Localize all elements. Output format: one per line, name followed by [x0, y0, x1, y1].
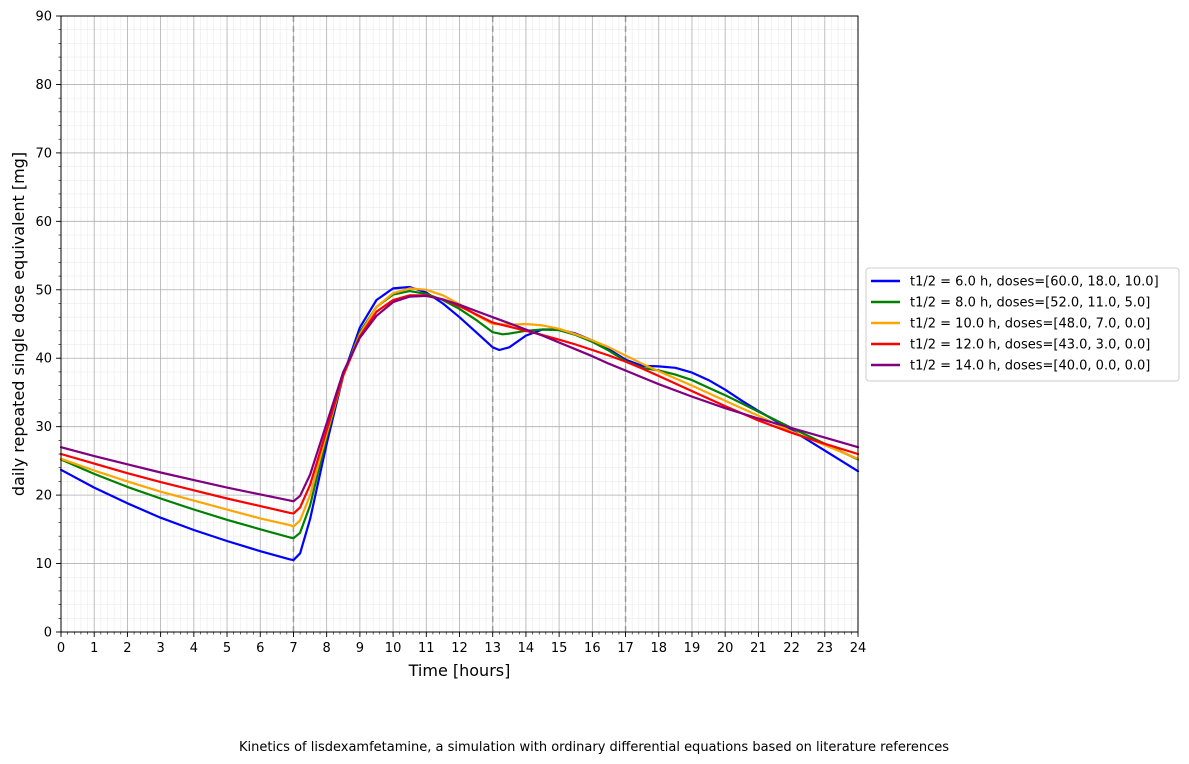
x-tick-label: 0 — [57, 641, 65, 656]
legend-entry: t1/2 = 8.0 h, doses=[52.0, 11.0, 5.0] — [910, 296, 1150, 311]
x-tick-label: 1 — [90, 641, 98, 656]
x-tick-label: 24 — [850, 641, 867, 656]
x-tick-label: 16 — [584, 641, 601, 656]
x-tick-label: 11 — [418, 641, 435, 656]
series-line — [59, 287, 860, 528]
legend-entry: t1/2 = 14.0 h, doses=[40.0, 0.0, 0.0] — [910, 359, 1150, 374]
x-tick-label: 14 — [518, 641, 535, 656]
legend-entry: t1/2 = 10.0 h, doses=[48.0, 7.0, 0.0] — [910, 317, 1150, 332]
legend-entry: t1/2 = 6.0 h, doses=[60.0, 18.0, 10.0] — [910, 275, 1159, 290]
legend: t1/2 = 6.0 h, doses=[60.0, 18.0, 10.0] t1… — [865, 267, 1180, 382]
x-tick-label: 20 — [717, 641, 734, 656]
y-tick-label: 20 — [35, 489, 52, 504]
x-tick-label: 6 — [256, 641, 264, 656]
x-tick-label: 4 — [190, 641, 198, 656]
x-tick-label: 9 — [356, 641, 364, 656]
series-lines — [59, 285, 860, 562]
x-tick-label: 2 — [123, 641, 131, 656]
series-line — [59, 294, 860, 503]
x-tick-label: 13 — [484, 641, 501, 656]
y-tick-label: 80 — [35, 78, 52, 93]
legend-entry: t1/2 = 12.0 h, doses=[43.0, 3.0, 0.0] — [910, 338, 1150, 353]
y-axis-label: daily repeated single dose equivalent [m… — [9, 152, 28, 496]
y-tick-label: 90 — [35, 10, 52, 25]
y-tick-label: 0 — [44, 626, 52, 641]
y-tick-label: 10 — [35, 557, 52, 572]
x-tick-label: 10 — [385, 641, 402, 656]
series-line — [59, 290, 860, 540]
x-tick-label: 23 — [817, 641, 834, 656]
x-axis-ticks: 0 1 2 3 4 5 6 7 8 9 10 11 12 13 14 15 16 17 18 19 20 21 22 23 24 — [57, 632, 866, 656]
x-tick-label: 15 — [551, 641, 568, 656]
x-tick-label: 21 — [750, 641, 767, 656]
y-axis-ticks: 0 10 20 30 40 50 60 70 80 90 — [35, 10, 61, 641]
x-tick-label: 5 — [223, 641, 231, 656]
series-line — [59, 285, 860, 562]
y-tick-label: 50 — [35, 283, 52, 298]
dose-time-markers — [292, 16, 627, 632]
x-tick-label: 17 — [617, 641, 634, 656]
x-axis-label: Time [hours] — [408, 661, 511, 680]
y-tick-label: 70 — [35, 146, 52, 161]
y-tick-label: 40 — [35, 352, 52, 367]
y-tick-label: 60 — [35, 215, 52, 230]
x-tick-label: 19 — [684, 641, 701, 656]
figure-caption: Kinetics of lisdexamfetamine, a simulati… — [239, 740, 949, 755]
x-tick-label: 3 — [156, 641, 164, 656]
legend-box — [865, 267, 1180, 382]
y-tick-label: 30 — [35, 420, 52, 435]
x-tick-label: 22 — [783, 641, 800, 656]
x-tick-label: 7 — [289, 641, 297, 656]
x-tick-label: 8 — [323, 641, 331, 656]
x-tick-label: 18 — [650, 641, 667, 656]
x-tick-label: 12 — [451, 641, 468, 656]
